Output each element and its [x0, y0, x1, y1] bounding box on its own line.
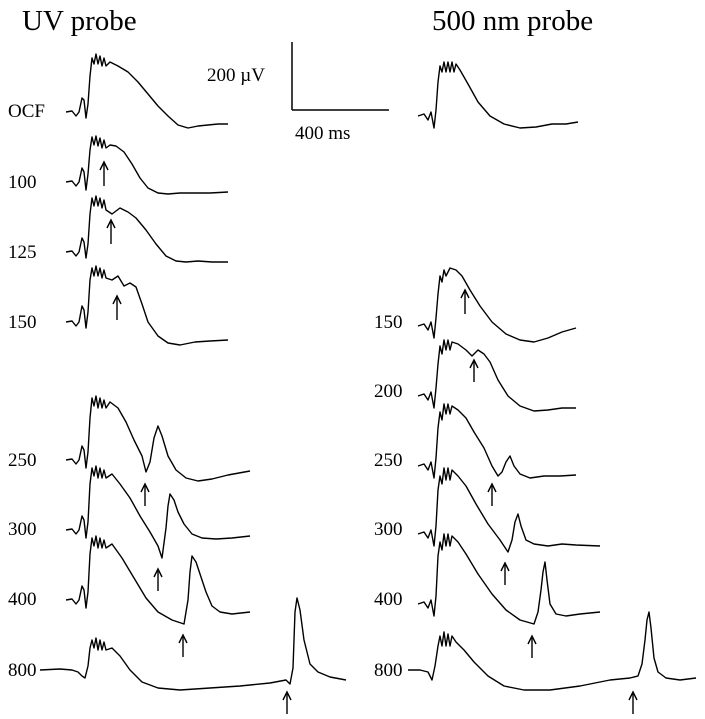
scale-bar-voltage-label: 200 µV	[207, 65, 265, 86]
uv-trace-250	[65, 395, 251, 482]
green-row-label-300: 300	[374, 519, 403, 540]
uv-trace-100	[65, 135, 229, 195]
scale-bar-time-label: 400 ms	[295, 123, 350, 144]
uv-panel: OCF 100 125 150 250 300 400 800	[8, 53, 347, 714]
uv-row-label-400: 400	[8, 589, 37, 610]
uv-arrow-100	[99, 160, 109, 186]
uv-trace-125	[65, 195, 228, 263]
uv-arrow-300	[153, 567, 163, 591]
green-trace-250	[417, 403, 577, 479]
green-trace-ocf	[417, 61, 579, 129]
uv-arrow-125	[106, 218, 116, 244]
green-arrow-200	[469, 358, 479, 382]
uv-trace-300	[65, 465, 251, 559]
uv-row-label-125: 125	[8, 242, 37, 263]
uv-trace-150	[65, 265, 229, 346]
green-arrow-400	[527, 634, 537, 658]
uv-row-label-ocf: OCF	[8, 101, 45, 122]
green-panel-title: 500 nm probe	[432, 5, 593, 37]
uv-row-label-150: 150	[8, 312, 37, 333]
uv-row-label-250: 250	[8, 450, 37, 471]
uv-arrow-800	[282, 690, 292, 714]
green-panel: 150 200 250 300 400 800	[374, 61, 697, 714]
uv-arrow-400	[178, 633, 188, 657]
green-row-label-250: 250	[374, 450, 403, 471]
green-row-label-800: 800	[374, 660, 403, 681]
uv-trace-ocf	[65, 53, 228, 129]
green-trace-300	[417, 467, 601, 553]
green-arrow-300	[500, 561, 510, 585]
uv-arrow-250	[140, 482, 150, 506]
green-row-label-200: 200	[374, 381, 403, 402]
uv-row-label-800: 800	[8, 660, 37, 681]
uv-panel-title: UV probe	[22, 5, 137, 37]
uv-trace-800	[39, 597, 347, 691]
green-trace-150	[417, 267, 577, 343]
green-arrow-150	[460, 288, 470, 314]
green-trace-200	[417, 339, 576, 412]
green-arrow-800	[628, 690, 638, 714]
green-trace-800	[408, 611, 697, 691]
scale-bar: 200 µV 400 ms	[207, 42, 389, 144]
green-arrow-250	[487, 482, 497, 506]
green-row-label-400: 400	[374, 589, 403, 610]
uv-trace-400	[65, 535, 251, 625]
green-row-label-150: 150	[374, 312, 403, 333]
uv-row-label-100: 100	[8, 172, 37, 193]
green-trace-400	[417, 533, 601, 625]
uv-row-label-300: 300	[8, 519, 37, 540]
uv-arrow-150	[112, 294, 122, 320]
